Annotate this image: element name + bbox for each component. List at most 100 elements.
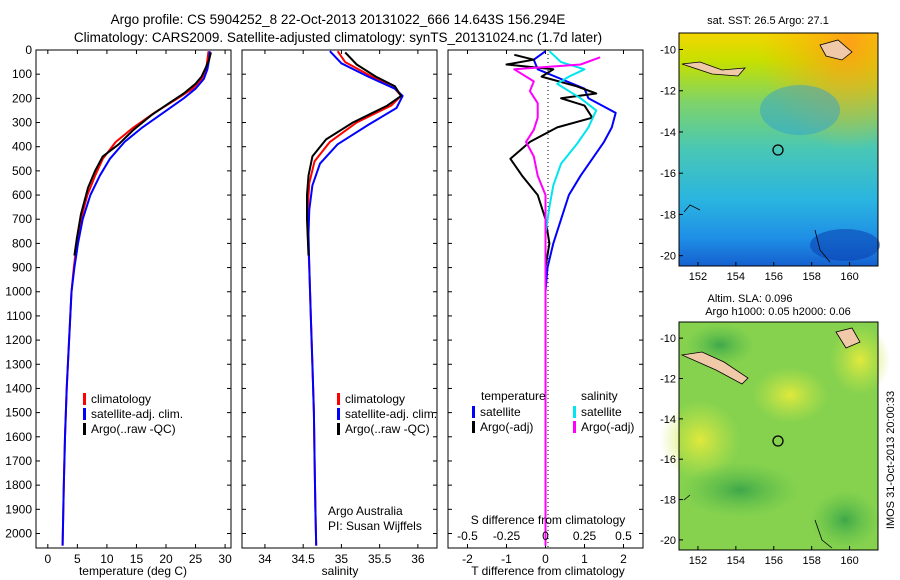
series-line <box>513 56 601 546</box>
legend-swatch-satellite <box>83 408 86 420</box>
top-x-tick-label: -0.25 <box>493 529 521 543</box>
legend-label-sal-argo: Argo(-adj) <box>581 420 634 434</box>
series-line <box>73 52 212 256</box>
y-tick-label: 1700 <box>5 454 32 468</box>
sla-low-patch <box>680 462 800 518</box>
temperature-xlabel: temperature (deg C) <box>79 564 187 578</box>
x-tick-label: 15 <box>130 552 144 566</box>
x-tick-label: 35.5 <box>368 552 392 566</box>
y-tick-label: -12 <box>660 373 676 385</box>
y-tick-label: -10 <box>660 44 676 56</box>
series-line <box>505 53 598 268</box>
y-tick-label: 2000 <box>5 526 32 540</box>
legend-swatch-argo <box>83 423 86 435</box>
x-tick-label: -2 <box>462 552 473 566</box>
x-tick-label: -1 <box>501 552 512 566</box>
x-tick-label: 154 <box>727 271 745 283</box>
legend-label-satellite: satellite-adj. clim. <box>345 407 437 421</box>
x-tick-label: 36 <box>411 552 425 566</box>
x-tick-label: 2 <box>620 552 627 566</box>
sst-map-frame <box>678 32 879 267</box>
top-x-tick-label: -0.5 <box>457 529 478 543</box>
sla-map-title-1: Altim. SLA: 0.096 <box>708 293 793 305</box>
x-tick-label: 30 <box>218 552 232 566</box>
x-tick-label: 160 <box>840 555 858 567</box>
y-tick-label: 100 <box>12 67 32 81</box>
y-tick-label: -20 <box>660 251 676 263</box>
legend-swatch-satellite <box>337 408 340 420</box>
x-tick-label: 156 <box>765 271 783 283</box>
y-tick-label: -16 <box>660 454 676 466</box>
salinity-panel: 34 34.5 35 35.5 36 climatology satellite-adj… <box>241 49 438 578</box>
y-tick-label: -14 <box>660 127 676 139</box>
island-outline <box>681 61 746 77</box>
y-tick-label: 1800 <box>5 478 32 492</box>
island-outline <box>835 327 861 349</box>
x-tick-label: 0 <box>542 552 549 566</box>
title-line-2: Climatology: CARS2009. Satellite-adjuste… <box>74 30 602 45</box>
difference-xlabel-top: S difference from climatology <box>471 513 626 527</box>
sst-deep-patch <box>810 229 880 261</box>
legend-swatch-temp-argo <box>472 421 475 433</box>
sla-high-patch <box>660 400 740 480</box>
x-tick-label: 25 <box>189 552 203 566</box>
sla-map-title-2: Argo h1000: 0.05 h2000: 0.06 <box>705 306 851 318</box>
legend-label-argo: Argo(..raw -QC) <box>91 422 176 436</box>
temperature-panel: 0100200300400500600700800900100011001200… <box>5 43 232 578</box>
legend-label-sal-satellite: satellite <box>581 405 622 419</box>
top-x-tick-label: 0 <box>542 529 549 543</box>
legend-label-temp-satellite: satellite <box>480 405 521 419</box>
y-tick-label: 1400 <box>5 381 32 395</box>
legend-label-argo: Argo(..raw -QC) <box>345 422 430 436</box>
x-tick-label: 35 <box>335 552 349 566</box>
x-tick-label: 5 <box>74 552 81 566</box>
temperature-legend: climatology satellite-adj. clim. Argo(..… <box>83 392 183 436</box>
sst-cool-patch <box>760 85 840 135</box>
legend-swatch-climatology <box>83 393 86 405</box>
series-line <box>532 50 617 546</box>
argo-location-marker <box>772 435 784 447</box>
y-tick-label: 500 <box>12 164 32 178</box>
legend-label-satellite: satellite-adj. clim. <box>91 407 183 421</box>
y-tick-label: -20 <box>660 535 676 547</box>
legend-swatch-sal-argo <box>573 421 576 433</box>
x-tick-label: 156 <box>765 555 783 567</box>
salinity-xlabel: salinity <box>322 564 359 578</box>
y-tick-label: 1100 <box>6 309 32 323</box>
y-tick-label: 300 <box>12 116 32 130</box>
y-tick-label: 600 <box>12 188 32 202</box>
title-line-1: Argo profile: CS 5904252_8 22-Oct-2013 2… <box>111 12 566 27</box>
y-tick-label: -10 <box>660 333 676 345</box>
legend-title-temperature: temperature <box>481 389 546 403</box>
x-tick-label: 158 <box>802 555 820 567</box>
y-tick-label: -16 <box>660 168 676 180</box>
x-tick-label: 20 <box>159 552 173 566</box>
legend-swatch-climatology <box>337 393 340 405</box>
credit-org: Argo Australia <box>328 504 403 518</box>
x-tick-label: 10 <box>100 552 114 566</box>
y-tick-label: 1200 <box>5 333 32 347</box>
legend-swatch-sal-satellite <box>573 406 576 418</box>
y-tick-label: 0 <box>25 43 32 57</box>
salinity-legend: climatology satellite-adj. clim. Argo(..… <box>337 392 437 436</box>
sla-map-panel: Altim. SLA: 0.096 Argo h1000: 0.05 h2000… <box>660 293 890 567</box>
x-tick-label: 34.5 <box>291 552 315 566</box>
y-tick-label: 1000 <box>5 285 32 299</box>
sst-map-panel: sat. SST: 26.5 Argo: 27.1 152 154 156 158 16… <box>660 15 880 283</box>
x-tick-label: 160 <box>840 271 858 283</box>
legend-label-climatology: climatology <box>345 392 405 406</box>
series-line <box>61 51 211 546</box>
island-outline <box>819 39 853 61</box>
difference-legend: temperature salinity satellite Argo(-adj… <box>472 389 634 434</box>
reef-contour <box>683 204 831 263</box>
x-tick-label: 1 <box>581 552 588 566</box>
legend-title-salinity: salinity <box>581 389 618 403</box>
difference-panel: -2 -1 0 1 2 temperature salinity satellite A… <box>447 49 644 578</box>
sla-low-patch <box>810 490 880 550</box>
legend-label-temp-argo: Argo(-adj) <box>480 420 533 434</box>
series-line <box>306 51 403 256</box>
x-tick-label: 0 <box>44 552 51 566</box>
y-tick-label: 1500 <box>5 406 32 420</box>
sla-high-patch <box>752 367 828 423</box>
y-tick-label: -14 <box>660 414 676 426</box>
